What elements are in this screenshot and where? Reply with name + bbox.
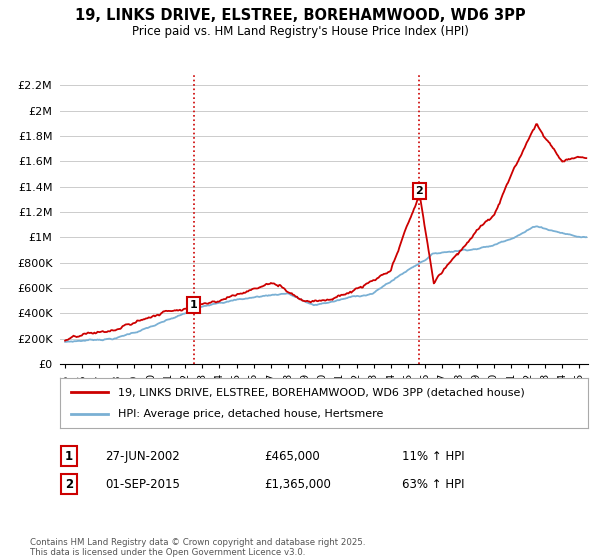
Text: 11% ↑ HPI: 11% ↑ HPI	[402, 450, 464, 463]
Text: £1,365,000: £1,365,000	[264, 478, 331, 491]
Text: 01-SEP-2015: 01-SEP-2015	[105, 478, 180, 491]
Text: 1: 1	[190, 300, 197, 310]
Text: 2: 2	[416, 186, 424, 196]
Text: 1: 1	[65, 450, 73, 463]
Text: HPI: Average price, detached house, Hertsmere: HPI: Average price, detached house, Hert…	[118, 409, 383, 419]
Text: 63% ↑ HPI: 63% ↑ HPI	[402, 478, 464, 491]
Text: Price paid vs. HM Land Registry's House Price Index (HPI): Price paid vs. HM Land Registry's House …	[131, 25, 469, 38]
Text: 27-JUN-2002: 27-JUN-2002	[105, 450, 180, 463]
Text: £465,000: £465,000	[264, 450, 320, 463]
Text: 2: 2	[65, 478, 73, 491]
Text: 19, LINKS DRIVE, ELSTREE, BOREHAMWOOD, WD6 3PP: 19, LINKS DRIVE, ELSTREE, BOREHAMWOOD, W…	[74, 8, 526, 24]
Text: 19, LINKS DRIVE, ELSTREE, BOREHAMWOOD, WD6 3PP (detached house): 19, LINKS DRIVE, ELSTREE, BOREHAMWOOD, W…	[118, 387, 525, 397]
Text: Contains HM Land Registry data © Crown copyright and database right 2025.
This d: Contains HM Land Registry data © Crown c…	[30, 538, 365, 557]
